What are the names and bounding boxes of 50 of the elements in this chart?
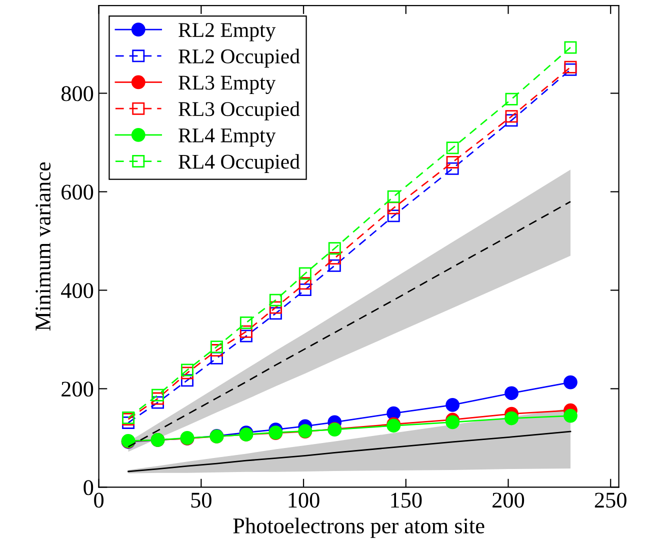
point (328, 242, 341, 255)
point (564, 375, 578, 390)
point (180, 374, 194, 387)
x-axis-title: Photoelectrons per atom site (233, 518, 484, 538)
point (504, 386, 518, 400)
point (446, 415, 460, 430)
y-tick-label: 600 (62, 184, 94, 200)
point (269, 307, 282, 320)
x-tick-label: 200 (492, 492, 524, 508)
point (328, 252, 341, 264)
point (564, 408, 578, 423)
legend-label: RL3 Empty (178, 76, 276, 94)
point (298, 267, 312, 280)
point (298, 277, 312, 290)
point (564, 60, 577, 74)
y-axis-title: Minimum variance (36, 162, 51, 331)
point (387, 190, 400, 203)
x-tick-label: 0 (94, 492, 104, 508)
point (210, 352, 223, 364)
point (505, 110, 518, 123)
point (446, 156, 459, 168)
point (152, 388, 164, 402)
x-tick-label: 250 (594, 492, 626, 508)
x-tick-label: 50 (191, 492, 212, 508)
x-tick-label: 100 (288, 492, 320, 508)
point (298, 283, 312, 296)
legend-label: RL2 Empty (178, 23, 276, 42)
point (564, 41, 577, 54)
y-tick-label: 0 (84, 480, 94, 496)
y-tick-label: 200 (62, 382, 94, 397)
point (328, 259, 341, 272)
line-series (128, 430, 572, 472)
point (240, 325, 252, 338)
legend-label: RL4 Occupied (178, 154, 300, 174)
point (180, 364, 194, 376)
y-tick-label: 400 (61, 283, 94, 298)
point (210, 340, 223, 354)
point (505, 92, 518, 106)
x-tick-label: 150 (391, 492, 422, 508)
point (504, 411, 518, 426)
point (446, 398, 460, 412)
point (269, 294, 282, 306)
point (269, 301, 282, 314)
legend-label: RL3 Occupied (178, 101, 300, 120)
point (387, 210, 400, 222)
y-tick-label: 800 (61, 86, 94, 102)
point (446, 142, 459, 154)
point (240, 316, 252, 329)
legend-label: RL2 Occupied (178, 48, 300, 68)
legend-label: RL4 Empty (178, 128, 276, 147)
